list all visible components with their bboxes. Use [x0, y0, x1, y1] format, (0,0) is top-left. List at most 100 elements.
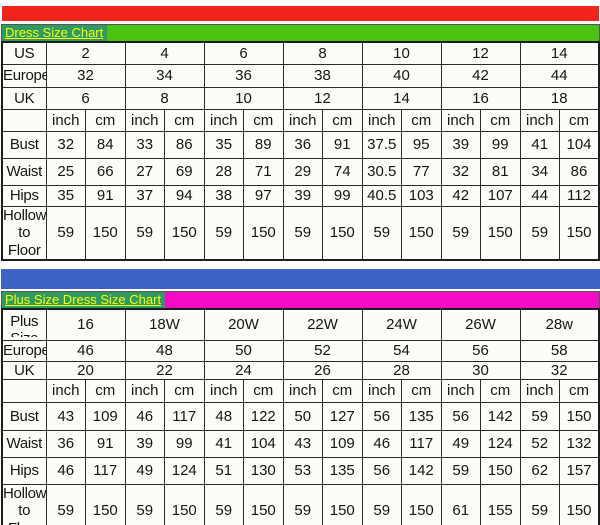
- measure-value-cell: 95: [401, 131, 442, 159]
- measure-value-cell: 46: [124, 402, 165, 431]
- measure-value-cell: 150: [85, 205, 126, 261]
- row-label-cell: Hips: [1, 457, 47, 485]
- row-label-cell: Hips: [1, 185, 47, 207]
- measure-value-cell: 59: [282, 205, 323, 261]
- size-value-cell: 50: [203, 339, 284, 362]
- measure-value-cell: 135: [401, 402, 442, 431]
- measure-value-cell: 56: [440, 402, 481, 431]
- row-label-line: to Floor: [8, 502, 41, 525]
- unit-header-cell: inch: [124, 379, 165, 403]
- unit-header-cell: cm: [559, 109, 600, 132]
- measure-value-cell: 91: [322, 131, 363, 159]
- measure-value-cell: 53: [282, 457, 323, 485]
- row-label-cell: Bust: [1, 402, 47, 431]
- size-value-cell: 26W: [440, 308, 521, 341]
- measure-value-cell: 89: [243, 131, 284, 159]
- measure-value-cell: 52: [519, 430, 560, 458]
- row-label-cell: Europe: [1, 64, 47, 88]
- measure-value-cell: 35: [203, 131, 244, 159]
- measure-value-cell: 37.5: [361, 131, 402, 159]
- size-value-cell: 52: [282, 339, 363, 362]
- measure-value-cell: 40.5: [361, 185, 402, 207]
- row-label-line: Hollow: [3, 207, 46, 224]
- unit-header-cell: cm: [164, 379, 205, 403]
- measure-value-cell: 150: [480, 457, 521, 485]
- size-row: UK 20 22 24 26 28 30 32: [1, 360, 600, 381]
- measure-value-cell: 77: [401, 158, 442, 186]
- measure-value-cell: 44: [519, 185, 560, 207]
- measure-value-cell: 135: [322, 457, 363, 485]
- measure-value-cell: 43: [282, 430, 323, 458]
- unit-header-cell: inch: [282, 379, 323, 403]
- row-label-cell: Bust: [1, 131, 47, 159]
- row-label-line: Size: [3, 330, 45, 337]
- unit-header-cell: inch: [519, 109, 560, 132]
- size-value-cell: 44: [519, 64, 600, 88]
- measure-value-cell: 130: [243, 457, 284, 485]
- measure-row: Waist 25 66 27 69 28 71 29 74 30.5 77 32 81 34 86: [1, 158, 600, 186]
- measure-value-cell: 109: [322, 430, 363, 458]
- measure-value-cell: 81: [480, 158, 521, 186]
- measure-value-cell: 99: [322, 185, 363, 207]
- measure-value-cell: 59: [440, 205, 481, 261]
- plus-chart-title: Plus Size Dress Size Chart: [2, 291, 166, 308]
- measure-value-cell: 117: [401, 430, 442, 458]
- measure-value-cell: 42: [440, 185, 481, 207]
- measure-value-cell: 56: [361, 457, 402, 485]
- measure-value-cell: 150: [85, 483, 126, 525]
- measure-value-cell: 91: [85, 430, 126, 458]
- measure-value-cell: 127: [322, 402, 363, 431]
- measure-value-cell: 150: [164, 205, 205, 261]
- measure-value-cell: 150: [559, 483, 600, 525]
- row-label-cell: US: [1, 41, 47, 65]
- measure-value-cell: 109: [85, 402, 126, 431]
- measure-value-cell: 27: [124, 158, 165, 186]
- size-value-cell: 10: [361, 41, 442, 65]
- measure-value-cell: 46: [45, 457, 86, 485]
- measure-value-cell: 142: [401, 457, 442, 485]
- unit-header-cell: cm: [85, 109, 126, 132]
- measure-value-cell: 28: [203, 158, 244, 186]
- measure-value-cell: 86: [559, 158, 600, 186]
- unit-header-cell: inch: [45, 109, 86, 132]
- unit-header-cell: cm: [401, 109, 442, 132]
- size-value-cell: 24: [203, 360, 284, 381]
- measure-value-cell: 66: [85, 158, 126, 186]
- unit-header-cell: cm: [243, 109, 284, 132]
- measure-value-cell: 59: [519, 205, 560, 261]
- measure-value-cell: 124: [164, 457, 205, 485]
- unit-header-cell: inch: [440, 109, 481, 132]
- row-label-line: Hollow: [3, 485, 46, 502]
- measure-row: Hips 35 91 37 94 38 97 39 99 40.5 103 42 107 44 112: [1, 185, 600, 207]
- standard-table-body: US 2 4 6 8 10 12 14 Europe 32 34 36 38 40 42 44 UK 6 8 10 12…: [1, 41, 600, 261]
- size-value-cell: 2: [45, 41, 126, 65]
- measure-value-cell: 112: [559, 185, 600, 207]
- measure-value-cell: 142: [480, 402, 521, 431]
- unit-header-cell: inch: [282, 109, 323, 132]
- measure-value-cell: 107: [480, 185, 521, 207]
- plus-size-chart-section: Plus Size Dress Size Chart PlusSize1618W…: [0, 290, 600, 525]
- unit-header-cell: inch: [45, 379, 86, 403]
- measure-value-cell: 69: [164, 158, 205, 186]
- measure-value-cell: 59: [361, 205, 402, 261]
- size-value-cell: 22: [124, 360, 205, 381]
- unit-header-cell: inch: [124, 109, 165, 132]
- row-label-line: Plus: [10, 312, 39, 330]
- measure-value-cell: 150: [559, 402, 600, 431]
- size-value-cell: 54: [361, 339, 442, 362]
- standard-size-table: US 2 4 6 8 10 12 14 Europe 32 34 36 38 40 42 44 UK 6 8 10 12…: [1, 41, 600, 261]
- row-label-cell: UK: [1, 360, 47, 381]
- unit-header-cell: inch: [361, 379, 402, 403]
- size-value-cell: 32: [519, 360, 600, 381]
- measure-value-cell: 39: [282, 185, 323, 207]
- size-value-cell: 10: [203, 87, 284, 110]
- measure-value-cell: 122: [243, 402, 284, 431]
- measure-value-cell: 84: [85, 131, 126, 159]
- size-value-cell: 6: [45, 87, 126, 110]
- size-value-cell: 24W: [361, 308, 442, 341]
- measure-value-cell: 104: [559, 131, 600, 159]
- measure-value-cell: 59: [361, 483, 402, 525]
- measure-row: Hips 46 117 49 124 51 130 53 135 56 142 59 150 62 157: [1, 457, 600, 485]
